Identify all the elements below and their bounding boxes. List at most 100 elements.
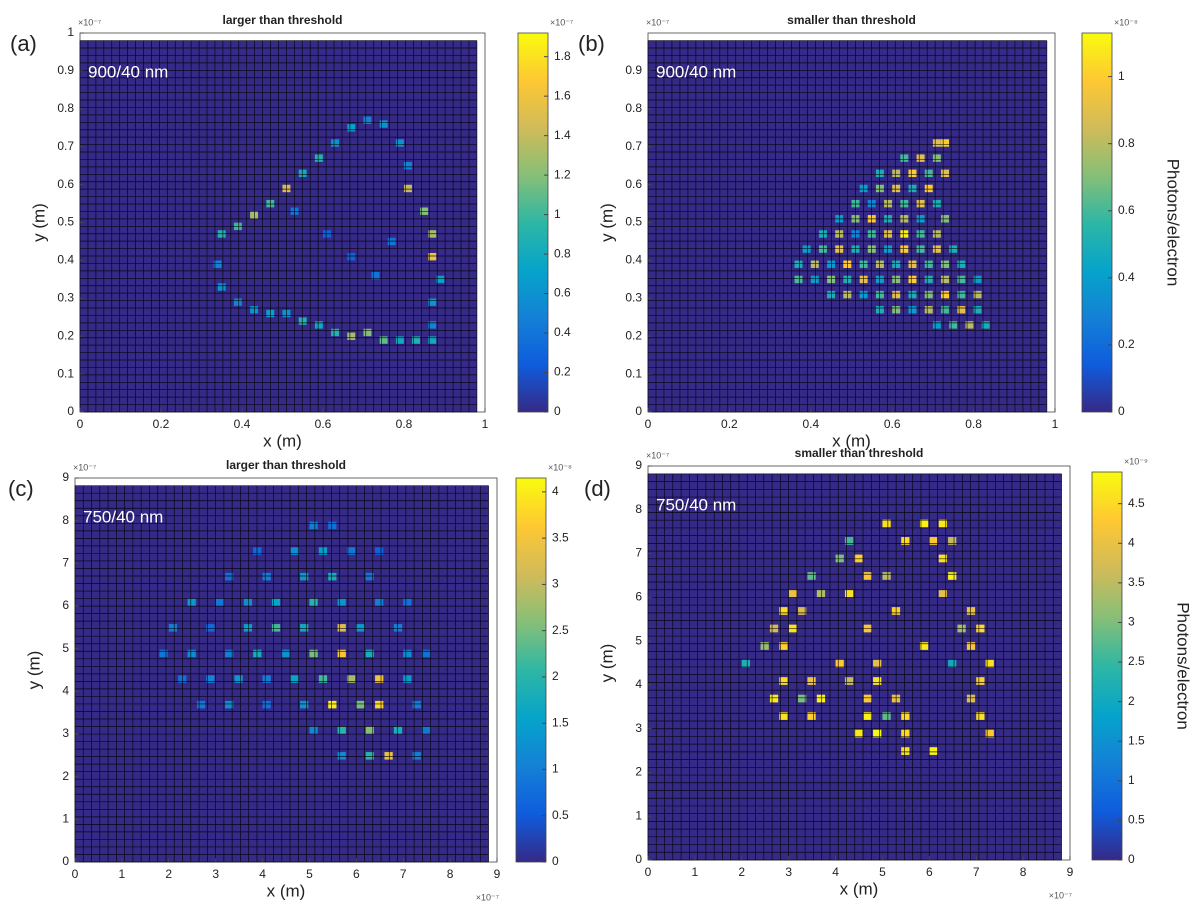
heatmap-cell xyxy=(816,589,826,598)
heatmap-cell xyxy=(908,169,917,178)
y-tick-label: 0.8 xyxy=(625,101,642,115)
y-tick-label: 0.9 xyxy=(625,63,642,77)
heatmap-cell xyxy=(250,211,259,219)
annotation: 900/40 nm xyxy=(656,62,736,81)
x-tick-label: 2 xyxy=(165,867,172,881)
heatmap-cell xyxy=(365,752,374,760)
x-tick-label: 8 xyxy=(1020,865,1027,879)
heatmap-cell xyxy=(234,675,243,683)
y-tick-label: 0.8 xyxy=(57,101,74,115)
colorbar-tick-label: 3 xyxy=(552,577,559,591)
y-tick-label: 0.1 xyxy=(625,366,642,380)
x-tick-label: 0.2 xyxy=(153,417,170,431)
y-tick-label: 4 xyxy=(62,684,69,698)
colorbar-tick-label: 3.5 xyxy=(552,530,569,544)
x-tick-label: 1 xyxy=(482,417,489,431)
heatmap-cell xyxy=(941,290,950,299)
y-tick-label: 0.4 xyxy=(57,253,74,267)
heatmap-cell xyxy=(225,649,234,658)
y-tick-label: 0 xyxy=(67,404,74,418)
heatmap-cell xyxy=(281,649,290,658)
colorbar-tick-label: 2 xyxy=(552,669,559,683)
heatmap-cell xyxy=(403,598,412,606)
heatmap-cell xyxy=(924,290,933,299)
colorbar-tick-label: 1 xyxy=(552,762,559,776)
heatmap-cell xyxy=(371,271,380,280)
y-tick-label: 0 xyxy=(635,404,642,418)
colorbar-tick-label: 0.4 xyxy=(1118,270,1135,284)
y-tick-label: 0.6 xyxy=(625,177,642,191)
y-tick-label: 1 xyxy=(635,808,642,822)
heatmap-cell xyxy=(882,519,891,528)
y-tick-label: 4 xyxy=(635,677,642,691)
heatmap-cell xyxy=(919,519,929,528)
colorbar-tick-label: 1 xyxy=(1118,69,1125,83)
colorbar-tick-label: 1.8 xyxy=(554,49,571,63)
heatmap-cell xyxy=(421,649,431,658)
heatmap-cell xyxy=(187,649,196,658)
heatmap-cell xyxy=(863,712,872,720)
heatmap-cell xyxy=(924,260,933,268)
heatmap-cell xyxy=(854,554,863,563)
heatmap-cell xyxy=(356,700,365,709)
heatmap-cell xyxy=(328,572,337,581)
colorbar-tick-label: 0 xyxy=(1128,852,1135,866)
colorbar-tick-label: 1.2 xyxy=(554,167,571,181)
heatmap-cell xyxy=(168,624,178,632)
colorbar-tick-label: 0.8 xyxy=(554,246,571,260)
x-axis-label: x (m) xyxy=(267,881,306,900)
x-tick-label: 0.8 xyxy=(396,417,413,431)
heatmap-cell xyxy=(233,298,242,306)
heatmap-cell xyxy=(949,321,958,329)
heatmap-cell xyxy=(929,747,938,755)
heatmap-cell xyxy=(924,184,933,193)
y-tick-label: 0.3 xyxy=(625,290,642,304)
heatmap-cell xyxy=(873,659,882,668)
heatmap-cell xyxy=(215,598,224,606)
heatmap-cell xyxy=(875,184,884,193)
heatmap-cell xyxy=(807,572,816,580)
heatmap-cell xyxy=(337,726,346,734)
heatmap-cell xyxy=(243,598,253,606)
heatmap-cell xyxy=(395,336,404,344)
heatmap-cell xyxy=(300,624,309,632)
y-multiplier: ×10⁻⁷ xyxy=(646,450,669,460)
heatmap-cell xyxy=(973,290,982,299)
colorbar-tick-label: 0 xyxy=(552,854,559,868)
heatmap-cell xyxy=(428,252,437,261)
heatmap-cell xyxy=(948,659,957,668)
heatmap-cell xyxy=(882,712,891,720)
heatmap-cell xyxy=(827,290,836,299)
heatmap-cell xyxy=(929,537,938,545)
y-tick-label: 0.4 xyxy=(625,253,642,267)
heatmap-cell xyxy=(948,572,957,580)
x-tick-label: 6 xyxy=(353,867,360,881)
y-tick-label: 6 xyxy=(635,590,642,604)
heatmap-cell xyxy=(827,275,836,284)
x-axis-label: x (m) xyxy=(840,879,879,898)
panel-label: (c) xyxy=(8,476,34,501)
heatmap-cell xyxy=(243,624,253,632)
y-tick-label: 3 xyxy=(635,721,642,735)
chart-title: larger than threshold xyxy=(222,13,342,27)
heatmap-cell xyxy=(863,572,872,580)
y-axis-label: y (m) xyxy=(597,203,616,242)
heatmap-cell xyxy=(976,677,985,685)
x-tick-label: 7 xyxy=(400,867,407,881)
heatmap-cell xyxy=(957,306,966,314)
heatmap-cell xyxy=(908,260,917,268)
heatmap-cell xyxy=(919,642,929,650)
y-axis-label: y (m) xyxy=(24,651,43,690)
heatmap-cell xyxy=(900,245,909,253)
heatmap-cell xyxy=(884,245,893,253)
heatmap-cell xyxy=(375,700,384,709)
y-tick-label: 7 xyxy=(62,556,69,570)
heatmap-cell xyxy=(794,275,803,284)
heatmap-cell xyxy=(395,139,404,147)
colorbar-tick-label: 1.4 xyxy=(554,128,571,142)
heatmap-cell xyxy=(844,589,854,598)
heatmap-cell xyxy=(976,712,985,720)
heatmap-cell xyxy=(900,154,909,162)
heatmap-cell xyxy=(966,607,976,615)
heatmap-cell xyxy=(328,521,337,530)
